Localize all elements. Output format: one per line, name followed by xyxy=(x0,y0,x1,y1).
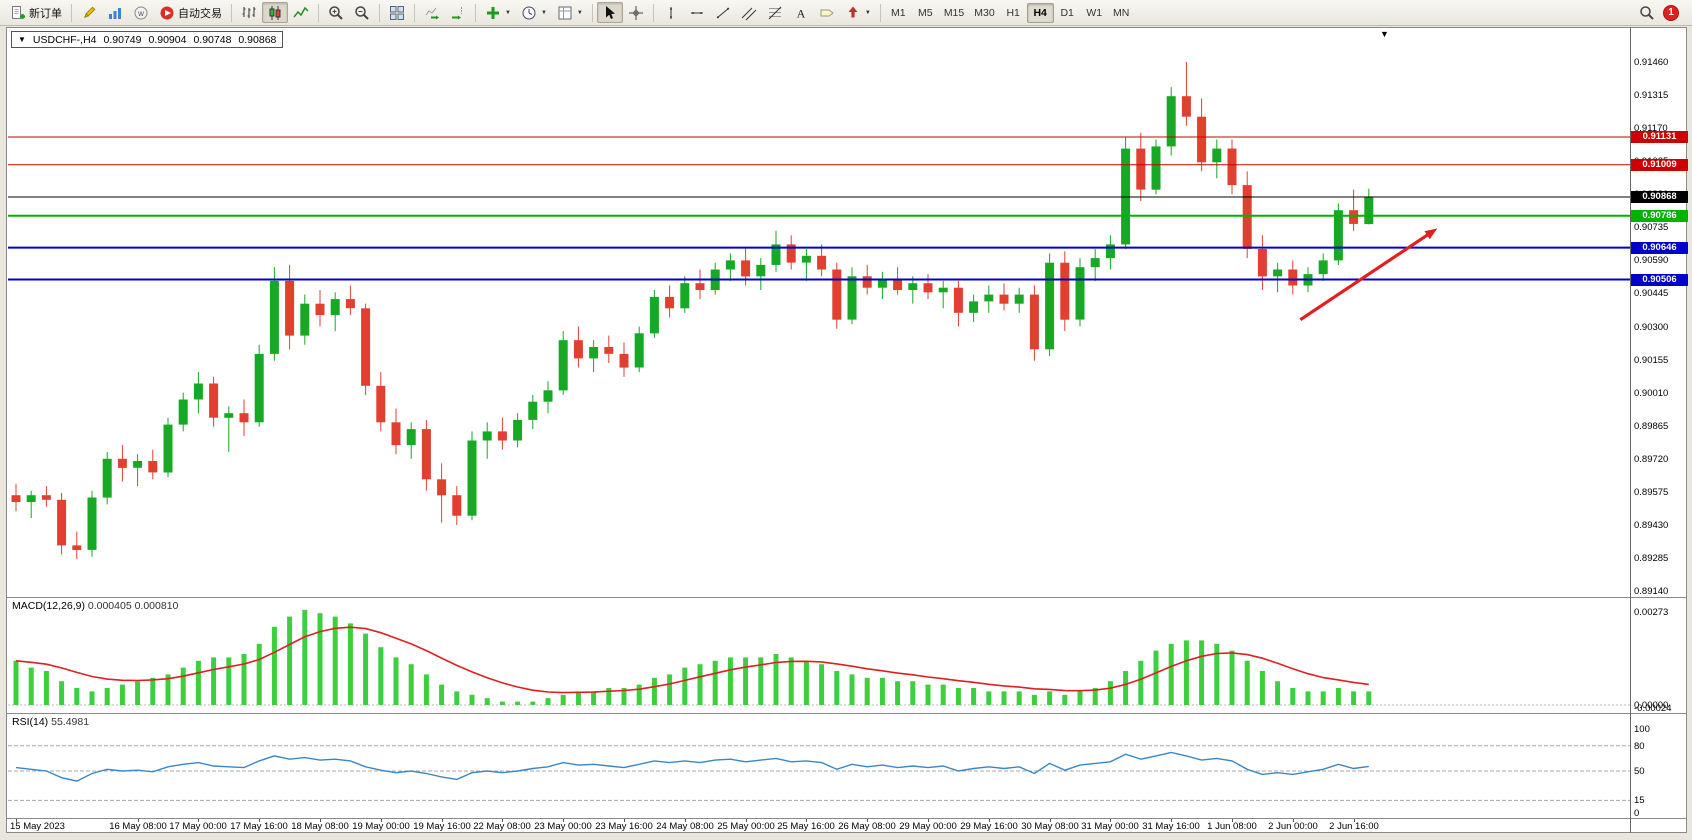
search-button[interactable] xyxy=(1634,2,1660,23)
tile-windows-button[interactable] xyxy=(384,2,410,23)
timeframe-d1-button[interactable]: D1 xyxy=(1060,6,1074,19)
toolbar-separator xyxy=(318,3,319,22)
chart-shift-icon xyxy=(452,6,462,19)
autotrade-button[interactable]: 自动交易 xyxy=(154,2,227,23)
line-chart-button[interactable] xyxy=(288,2,314,23)
fibonacci-button[interactable] xyxy=(762,2,788,23)
trendline-button[interactable] xyxy=(710,2,736,23)
periods-button[interactable]: ▼ xyxy=(516,2,552,23)
chart-title: USDCHF-,H4 xyxy=(32,33,97,46)
text-button[interactable]: A xyxy=(788,2,814,23)
timeframe-m30-button[interactable]: M30 xyxy=(974,6,995,19)
text-icon: A xyxy=(797,6,806,20)
toolbar-separator xyxy=(591,3,593,22)
candlestick-chart-button[interactable] xyxy=(262,2,288,23)
toolbar-separator xyxy=(475,3,476,22)
main-toolbar: 新订单 w 自动交易 ▼ ▼ ▼ A ▼ M1 M5 M15 M30 H1 H4 D1 W1 MN 1 xyxy=(0,0,1692,26)
toolbar-separator xyxy=(71,3,72,22)
line-chart-icon xyxy=(293,6,309,17)
notification-badge[interactable]: 1 xyxy=(1663,4,1679,21)
timeframe-m1-button[interactable]: M1 xyxy=(891,6,906,19)
templates-button[interactable]: ▼ xyxy=(552,2,588,23)
ohlc-low: 0.90748 xyxy=(193,33,232,46)
zoom-in-button[interactable] xyxy=(323,2,349,23)
one-click-trading-arrow-icon[interactable]: ▼ xyxy=(18,34,26,44)
search-icon xyxy=(1640,5,1654,20)
ohlc-high: 0.90904 xyxy=(148,33,187,46)
timeframe-mn-button[interactable]: MN xyxy=(1113,6,1130,19)
indicators-icon xyxy=(487,6,499,19)
ohlc-open: 0.90749 xyxy=(103,33,142,46)
equidistant-channel-button[interactable] xyxy=(736,2,762,23)
text-label-icon xyxy=(820,9,834,16)
timeframe-w1-button[interactable]: W1 xyxy=(1086,6,1103,19)
metaeditor-button[interactable] xyxy=(76,2,102,23)
cursor-button[interactable] xyxy=(596,2,623,23)
chart-window xyxy=(6,27,1687,833)
horizontal-line-icon xyxy=(690,11,703,14)
new-order-button[interactable]: 新订单 xyxy=(5,2,67,23)
dropdown-caret-icon: ▼ xyxy=(505,9,511,16)
zoom-out-icon xyxy=(355,5,369,20)
indicators-button[interactable]: ▼ xyxy=(480,2,516,23)
auto-scroll-button[interactable] xyxy=(419,2,445,23)
timeframe-h1-button[interactable]: H1 xyxy=(1006,6,1020,19)
periods-icon xyxy=(522,6,536,19)
chart-dropdown-arrow-icon[interactable]: ▼ xyxy=(1380,29,1389,39)
arrows-button[interactable]: ▼ xyxy=(840,2,876,23)
fibonacci-icon xyxy=(768,6,782,19)
toolbar-separator xyxy=(414,3,415,22)
new-order-icon xyxy=(12,5,25,19)
chart-shift-button[interactable] xyxy=(445,2,471,23)
cursor-icon xyxy=(605,5,615,19)
timeframe-m5-button[interactable]: M5 xyxy=(918,6,933,19)
toolbar-separator xyxy=(879,3,881,22)
zoom-out-button[interactable] xyxy=(349,2,375,23)
bar-chart-button[interactable] xyxy=(236,2,262,23)
toolbar-separator xyxy=(379,3,380,22)
metaeditor-icon xyxy=(83,6,96,18)
dropdown-caret-icon: ▼ xyxy=(864,9,871,16)
vertical-line-icon xyxy=(669,6,672,19)
dropdown-caret-icon: ▼ xyxy=(576,9,583,16)
market-button[interactable] xyxy=(102,2,128,23)
timeframe-m15-button[interactable]: M15 xyxy=(943,6,965,19)
ohlc-close: 0.90868 xyxy=(238,33,277,46)
community-icon: w xyxy=(134,6,148,19)
tile-windows-icon xyxy=(390,5,404,20)
templates-icon xyxy=(558,6,572,19)
community-button[interactable]: w xyxy=(128,2,154,23)
dropdown-caret-icon: ▼ xyxy=(540,9,547,16)
toolbar-separator xyxy=(231,3,232,22)
market-icon xyxy=(109,7,121,19)
horizontal-line-button[interactable] xyxy=(684,2,710,23)
zoom-in-icon xyxy=(329,5,343,20)
crosshair-icon xyxy=(628,5,643,20)
chart-title-box: ▼ USDCHF-,H4 0.90749 0.90904 0.90748 0.9… xyxy=(11,31,284,48)
autotrade-icon xyxy=(160,6,174,19)
trendline-icon xyxy=(716,7,730,18)
equidistant-channel-icon xyxy=(741,7,757,20)
svg-text:A: A xyxy=(797,6,806,20)
bar-chart-icon xyxy=(242,6,256,18)
new-order-label: 新订单 xyxy=(29,7,62,20)
svg-text:w: w xyxy=(137,9,144,18)
autotrade-label: 自动交易 xyxy=(178,7,222,20)
toolbar-separator xyxy=(652,3,654,22)
vertical-line-button[interactable] xyxy=(658,2,684,23)
arrows-icon xyxy=(848,6,858,17)
timeframe-h4-button[interactable]: H4 xyxy=(1026,2,1054,23)
text-label-button[interactable] xyxy=(814,2,840,23)
auto-scroll-icon xyxy=(425,7,439,19)
candlestick-chart-icon xyxy=(269,5,281,20)
crosshair-button[interactable] xyxy=(623,2,649,23)
